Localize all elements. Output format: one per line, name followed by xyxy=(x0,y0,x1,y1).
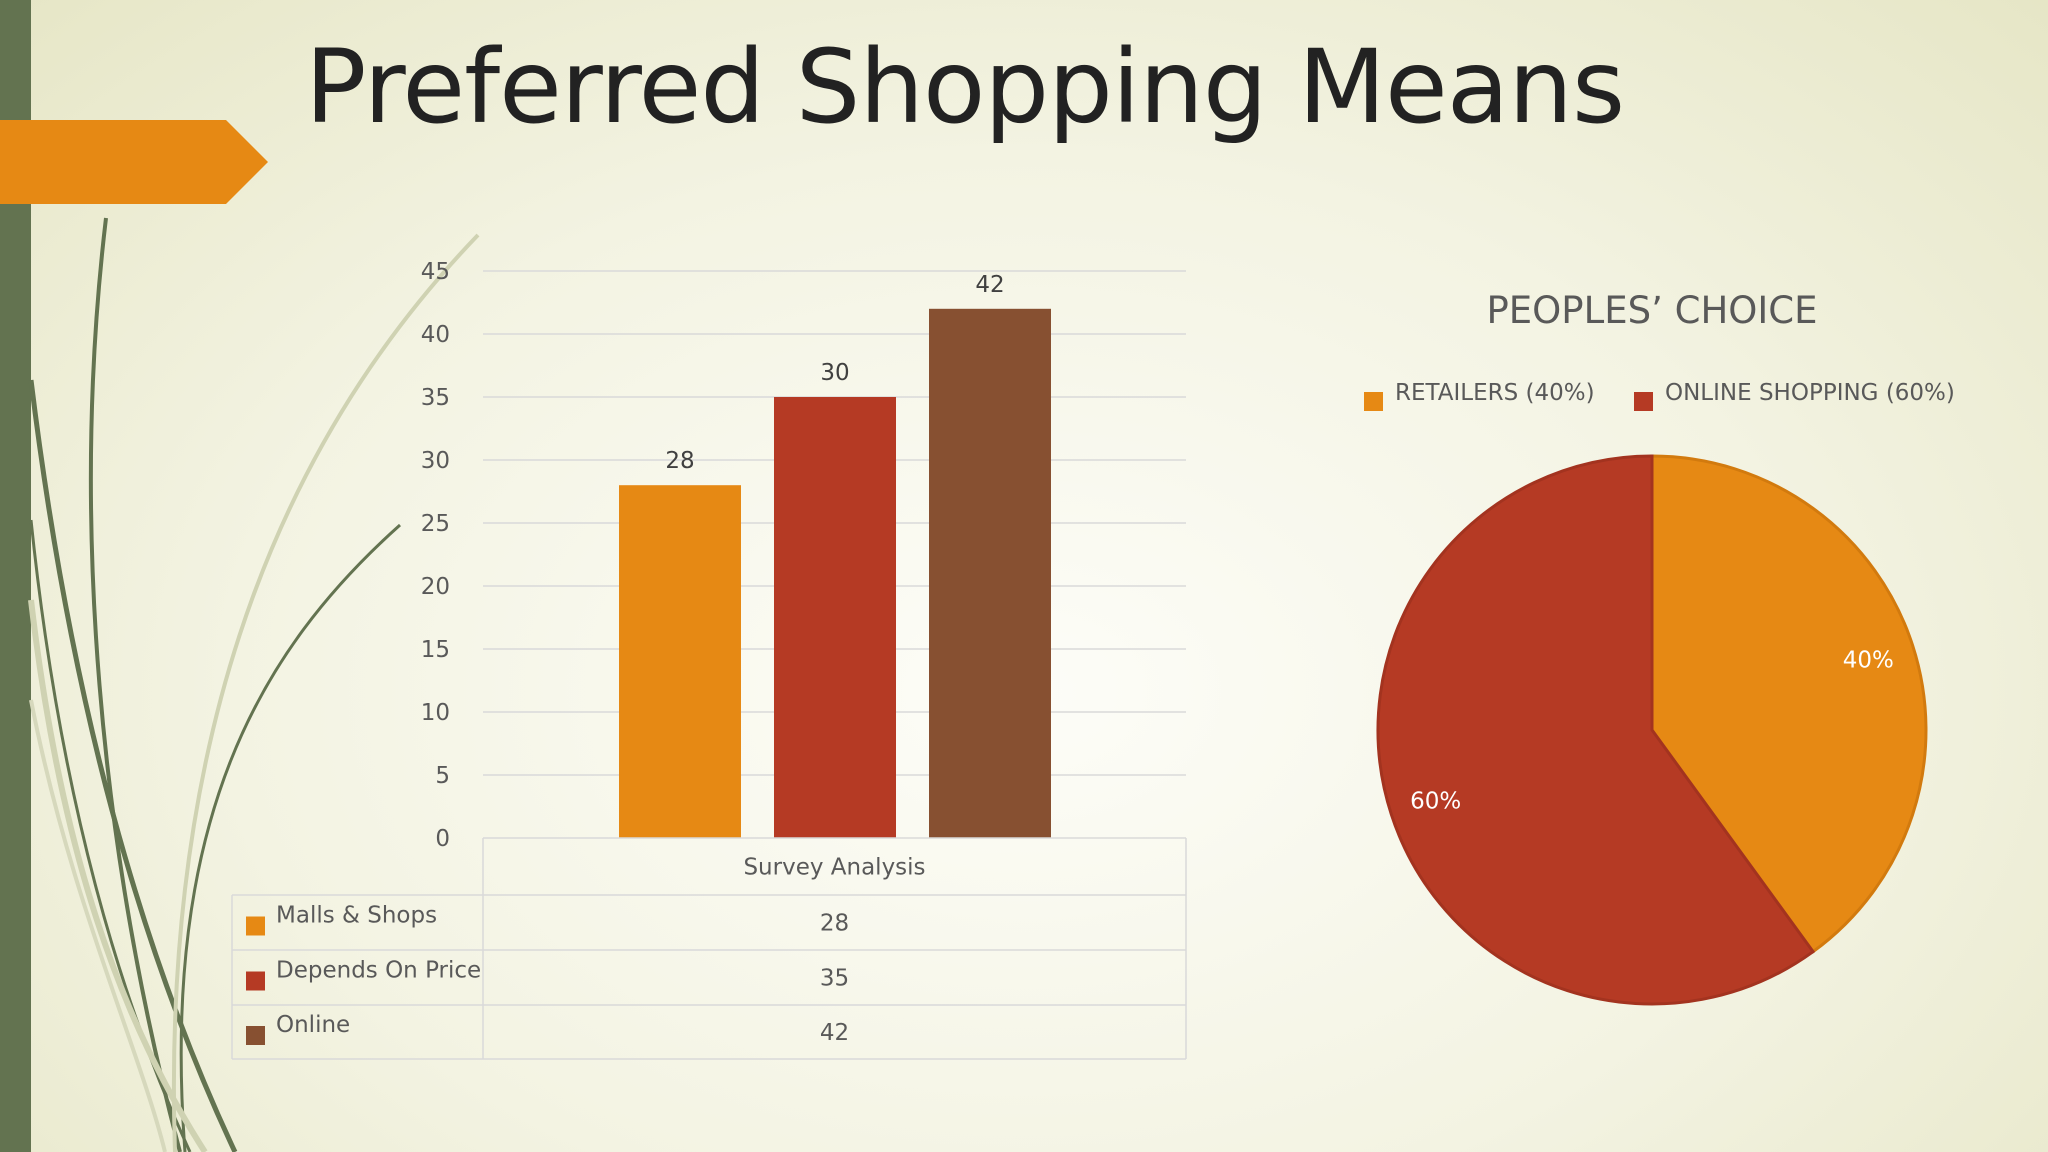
legend-key xyxy=(1634,392,1653,411)
bar xyxy=(774,397,896,838)
table-row-value: 35 xyxy=(820,966,849,992)
pie-slice xyxy=(1376,454,1816,1006)
pie-data-label: 40% xyxy=(1843,648,1894,674)
table-row-name: Online xyxy=(276,1012,350,1038)
bar xyxy=(929,308,1051,838)
bar-data-label: 28 xyxy=(665,448,694,474)
table-row-name: Depends On Price xyxy=(276,958,481,984)
table-legend-key xyxy=(246,916,265,936)
pie-chart-legend: RETAILERS (40%) ONLINE SHOPPING (60%) xyxy=(1364,380,1955,411)
y-tick-label: 40 xyxy=(421,322,450,348)
table-row-value: 42 xyxy=(820,1020,849,1046)
y-tick-label: 35 xyxy=(421,385,450,411)
bar-chart-bars xyxy=(619,308,1051,838)
bar-data-label: 42 xyxy=(975,272,1004,298)
y-tick-label: 25 xyxy=(421,511,450,537)
pie-data-label: 60% xyxy=(1410,788,1461,814)
table-header: Survey Analysis xyxy=(743,855,925,881)
bar-chart-data-table: Survey Analysis Malls & Shops 28 Depends On… xyxy=(231,837,1187,1060)
y-tick-label: 45 xyxy=(421,259,450,285)
table-row-name: Malls & Shops xyxy=(276,903,437,929)
y-tick-label: 5 xyxy=(435,763,450,789)
y-tick-label: 15 xyxy=(421,637,450,663)
pie-chart-title: PEOPLES’ CHOICE xyxy=(1486,289,1817,332)
bar-chart: 0 5 10 15 20 25 30 35 40 45 28 30 42 Survey Analysi… xyxy=(231,259,1187,1060)
table-legend-key xyxy=(246,971,265,991)
legend-label: ONLINE SHOPPING (60%) xyxy=(1665,380,1955,406)
legend-label: RETAILERS (40%) xyxy=(1395,380,1595,406)
pie-chart: PEOPLES’ CHOICE RETAILERS (40%) ONLINE SH… xyxy=(1364,289,1955,1006)
table-legend-key xyxy=(246,1026,265,1045)
bar-chart-data-labels: 28 30 42 xyxy=(665,272,1004,474)
y-tick-label: 30 xyxy=(421,448,450,474)
bar-data-label: 30 xyxy=(820,360,849,386)
slide-title: Preferred Shopping Means xyxy=(305,28,1625,147)
y-tick-label: 0 xyxy=(435,826,450,852)
pie-slice xyxy=(1650,454,1928,954)
legend-key xyxy=(1364,392,1383,411)
y-tick-label: 20 xyxy=(421,574,450,600)
bar xyxy=(619,485,741,838)
pie-chart-labels: 40% 60% xyxy=(1410,648,1894,815)
y-tick-label: 10 xyxy=(421,700,450,726)
bar-chart-y-axis: 0 5 10 15 20 25 30 35 40 45 xyxy=(421,259,450,852)
title-arrow-banner xyxy=(0,120,268,204)
pie-chart-slices xyxy=(1376,454,1928,1006)
table-row-value: 28 xyxy=(820,911,849,937)
